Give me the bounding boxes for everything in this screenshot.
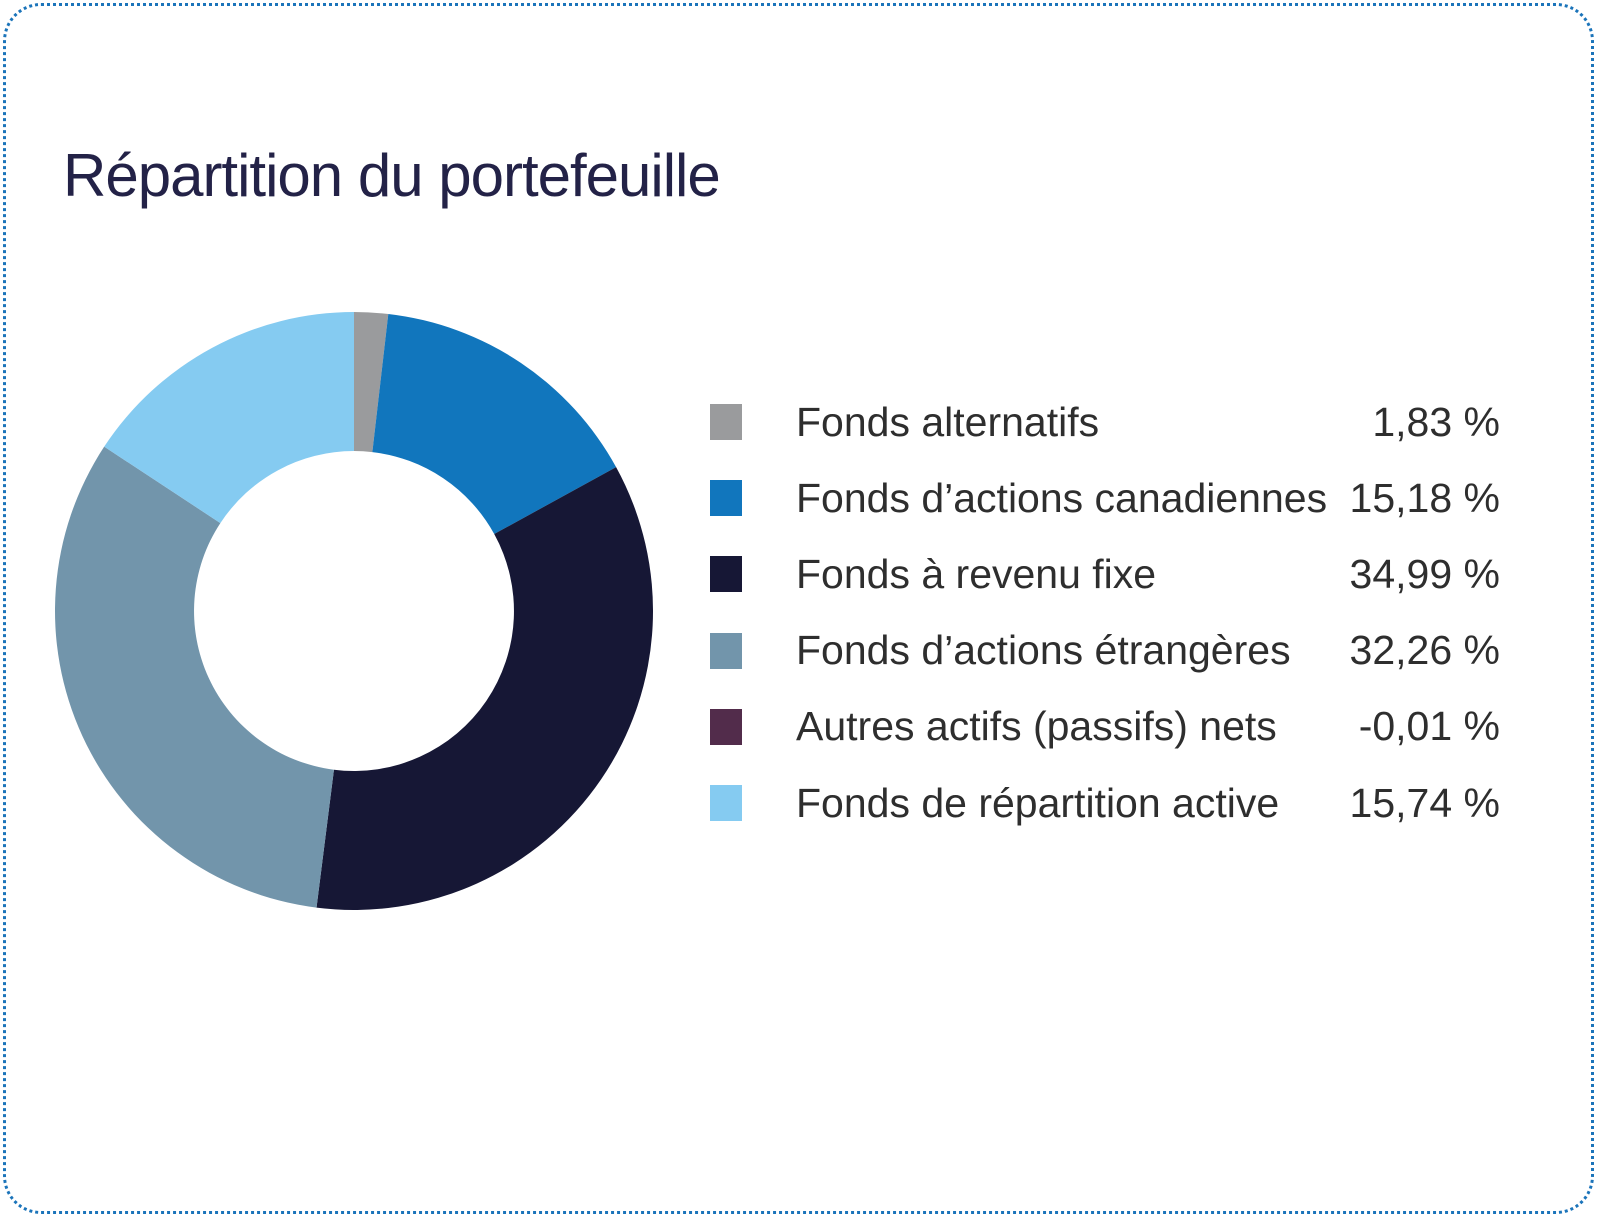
legend-label: Fonds d’actions étrangères [796, 627, 1291, 674]
legend-value: -0,01 % [1358, 703, 1500, 750]
donut-chart [55, 312, 653, 910]
legend-value: 1,83 % [1372, 398, 1500, 445]
chart-legend: Fonds alternatifs 1,83 % Fonds d’actions… [710, 384, 1500, 841]
donut-slice-5 [104, 312, 354, 524]
donut-slice-1 [372, 313, 617, 535]
legend-label: Fonds de répartition active [796, 779, 1280, 826]
legend-value: 15,74 % [1349, 779, 1500, 826]
donut-slice-0 [354, 312, 389, 453]
legend-item: Autres actifs (passifs) nets -0,01 % [710, 689, 1500, 765]
legend-value: 32,26 % [1349, 627, 1500, 674]
legend-item: Fonds d’actions étrangères 32,26 % [710, 613, 1500, 689]
legend-swatch [710, 480, 742, 517]
legend-label: Autres actifs (passifs) nets [796, 703, 1277, 750]
donut-slice-3 [55, 446, 334, 908]
legend-swatch [710, 404, 742, 441]
legend-label: Fonds d’actions canadiennes [796, 474, 1328, 521]
legend-item: Fonds à revenu fixe 34,99 % [710, 536, 1500, 612]
legend-value: 15,18 % [1349, 474, 1500, 521]
legend-item: Fonds d’actions canadiennes 15,18 % [710, 460, 1500, 536]
legend-value: 34,99 % [1349, 550, 1500, 597]
donut-slice-2 [316, 467, 653, 910]
legend-item: Fonds alternatifs 1,83 % [710, 384, 1500, 460]
chart-title: Répartition du portefeuille [63, 142, 721, 209]
legend-label: Fonds alternatifs [796, 398, 1100, 445]
legend-swatch [710, 556, 742, 593]
legend-label: Fonds à revenu fixe [796, 550, 1157, 597]
legend-swatch [710, 632, 742, 669]
legend-swatch [710, 785, 742, 822]
legend-swatch [710, 708, 742, 745]
legend-item: Fonds de répartition active 15,74 % [710, 765, 1500, 841]
